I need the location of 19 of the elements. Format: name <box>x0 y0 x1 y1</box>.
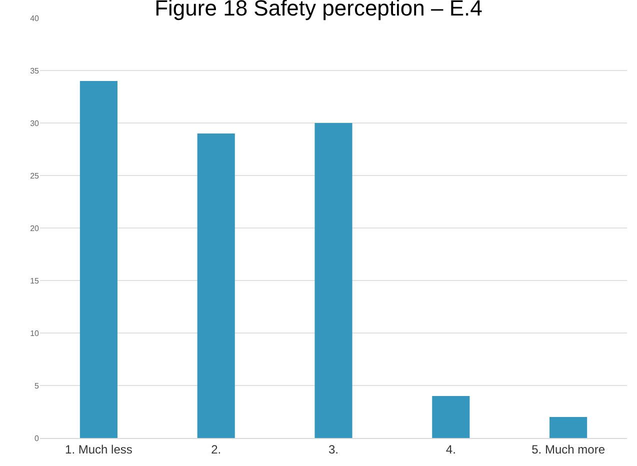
y-tick-label: 35 <box>30 66 40 76</box>
y-tick-label: 20 <box>30 224 40 233</box>
bar <box>80 81 118 438</box>
y-tick-label: 5 <box>34 381 40 390</box>
bar <box>550 417 588 438</box>
y-tick-label: 15 <box>30 276 40 286</box>
y-tick-label: 10 <box>30 328 40 338</box>
x-tick-label: 4. <box>446 442 456 456</box>
bar <box>432 396 470 438</box>
y-tick-label: 40 <box>30 14 40 23</box>
y-tick-label: 0 <box>34 434 40 443</box>
x-tick-label: 2. <box>211 442 222 456</box>
y-tick-label: 25 <box>30 171 40 180</box>
x-tick-label: 3. <box>328 442 339 456</box>
bar <box>197 134 235 438</box>
y-tick-label: 30 <box>30 118 40 128</box>
x-tick-label: 5. Much more <box>532 442 606 456</box>
bar <box>314 123 352 438</box>
x-tick-label: 1. Much less <box>65 442 132 456</box>
